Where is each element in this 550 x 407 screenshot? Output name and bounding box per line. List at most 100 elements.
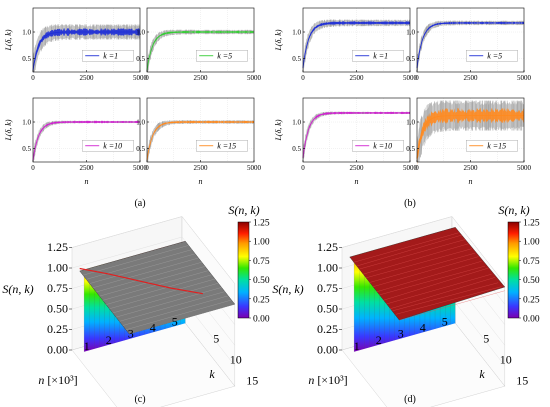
n-tick-label: 3 (128, 327, 134, 341)
y-tick-label: 1.0 (136, 119, 145, 127)
series-band (417, 107, 524, 166)
mesh-line (385, 274, 492, 305)
x-tick-label: 5000 (403, 74, 418, 82)
series-line (302, 22, 410, 68)
k-axis-label: k (209, 367, 215, 381)
mesh-line (115, 287, 222, 318)
x-tick-label: 0 (415, 74, 419, 82)
x-tick-label: 0 (31, 164, 35, 172)
z-tick-label: 0.25 (317, 322, 338, 336)
mesh-line (356, 234, 462, 267)
y-tick-label: 0.5 (292, 145, 301, 153)
legend-label: k =10 (373, 142, 392, 151)
legend-box (466, 50, 518, 62)
mesh-line (399, 290, 505, 321)
x-tick-label: 5000 (403, 164, 418, 172)
mesh-line (82, 245, 189, 276)
surface-ridge (79, 267, 204, 295)
x-tick-label: 2500 (464, 164, 479, 172)
colorbar-tick-label: 0.25 (523, 295, 540, 305)
n-tick-label: 4 (420, 320, 426, 334)
colorbar-tick-label: 1.00 (523, 238, 540, 248)
z-tick-label: 0.25 (47, 322, 68, 336)
legend-label: k =15 (487, 142, 506, 151)
colorbar-tick-label: 1.25 (253, 219, 270, 229)
n-tick-label: 5 (172, 314, 178, 328)
legend-box (196, 50, 248, 62)
k-axis-label: k (479, 367, 485, 381)
x-tick-label: 2500 (80, 74, 95, 82)
series-line (146, 31, 254, 71)
legend-label: k =5 (487, 52, 502, 61)
x-tick-label: 2500 (194, 74, 209, 82)
z-tick-label: 1.00 (317, 261, 338, 275)
n-tick-label: 1 (354, 339, 360, 353)
mesh-line (119, 291, 225, 322)
x-axis-label: n (85, 177, 89, 186)
colorbar-title: S(n, k) (228, 203, 259, 217)
z-tick-label: 0.75 (47, 281, 68, 295)
mesh-line (352, 232, 459, 263)
z-tick-label: 1.00 (47, 261, 68, 275)
x-tick-label: 2500 (80, 164, 95, 172)
panel-label-a: (a) (134, 198, 145, 209)
y-tick-label: 0.5 (136, 55, 145, 63)
n-tick-label: 2 (106, 333, 112, 347)
panel-label-d: (d) (404, 394, 416, 405)
mesh-line (112, 283, 219, 314)
z-tick-label: 0.50 (47, 302, 68, 316)
noise-band (33, 24, 140, 72)
y-axis-label: L(δ, k) (274, 29, 283, 51)
panel-a1: 0 2500 5000 0.5 1.0 k =1 L(δ, k) (4, 7, 148, 82)
legend-label: k =15 (217, 142, 236, 151)
n-tick-label: 1 (84, 339, 90, 353)
y-tick-label: 0.5 (22, 145, 31, 153)
x-tick-label: 0 (145, 164, 149, 172)
mesh-line (125, 299, 232, 330)
x-axis-label: n (355, 177, 359, 186)
x-tick-label: 5000 (247, 74, 262, 82)
k-tick-label: 10 (500, 353, 512, 367)
mesh-line (106, 274, 212, 305)
panel-c: 0.00 0.25 0.50 0.75 1.00 1.25 S(n, k) 1 2 3 4 5 n [×… (2, 203, 270, 407)
colorbar-tick-label: 0.50 (253, 276, 270, 286)
x-tick-label: 2500 (350, 164, 365, 172)
x-tick-label: 2500 (464, 74, 479, 82)
n-axis-label: n [×10³] (308, 373, 347, 387)
mesh-line (109, 278, 216, 309)
y-tick-label: 0.5 (292, 55, 301, 63)
x-tick-label: 5000 (517, 74, 532, 82)
legend-box (352, 50, 404, 62)
mesh-line (86, 249, 192, 280)
grid-line (71, 216, 235, 284)
y-tick-label: 0.5 (136, 145, 145, 153)
panel-a4: 0 2500 5000 0.5 1.0 k =15 n (136, 97, 262, 186)
x-tick-label: 2500 (194, 164, 209, 172)
y-tick-label: 0.5 (406, 55, 415, 63)
legend-label: k =10 (103, 142, 122, 151)
mesh-line (366, 248, 472, 278)
y-axis-label: L(δ, k) (4, 29, 13, 51)
legend-label: k =5 (217, 52, 232, 61)
x-tick-label: 5000 (133, 74, 148, 82)
k-tick-label: 10 (230, 353, 242, 367)
y-tick-label: 1.0 (292, 29, 301, 37)
k-tick-label: 5 (483, 332, 489, 346)
colorbar-title: S(n, k) (498, 203, 529, 217)
x-tick-label: 2500 (350, 74, 365, 82)
mesh-line (362, 243, 469, 275)
x-tick-label: 5000 (133, 164, 148, 172)
series-line (32, 121, 140, 161)
colorbar-tick-label: 0.50 (523, 276, 540, 286)
panel-b1: 0 2500 5000 0.5 1.0 k =1 L(δ, k) (274, 7, 418, 82)
y-tick-label: 1.0 (406, 29, 415, 37)
mesh-line (92, 257, 199, 288)
z-tick-label: 0.75 (317, 281, 338, 295)
y-tick-label: 1.0 (136, 29, 145, 37)
x-axis-label: n (469, 177, 473, 186)
x-tick-label: 5000 (517, 164, 532, 172)
y-axis-label: L(δ, k) (4, 119, 13, 141)
mesh-line (102, 270, 209, 301)
n-tick-label: 4 (150, 320, 156, 334)
mesh-line (382, 267, 489, 301)
